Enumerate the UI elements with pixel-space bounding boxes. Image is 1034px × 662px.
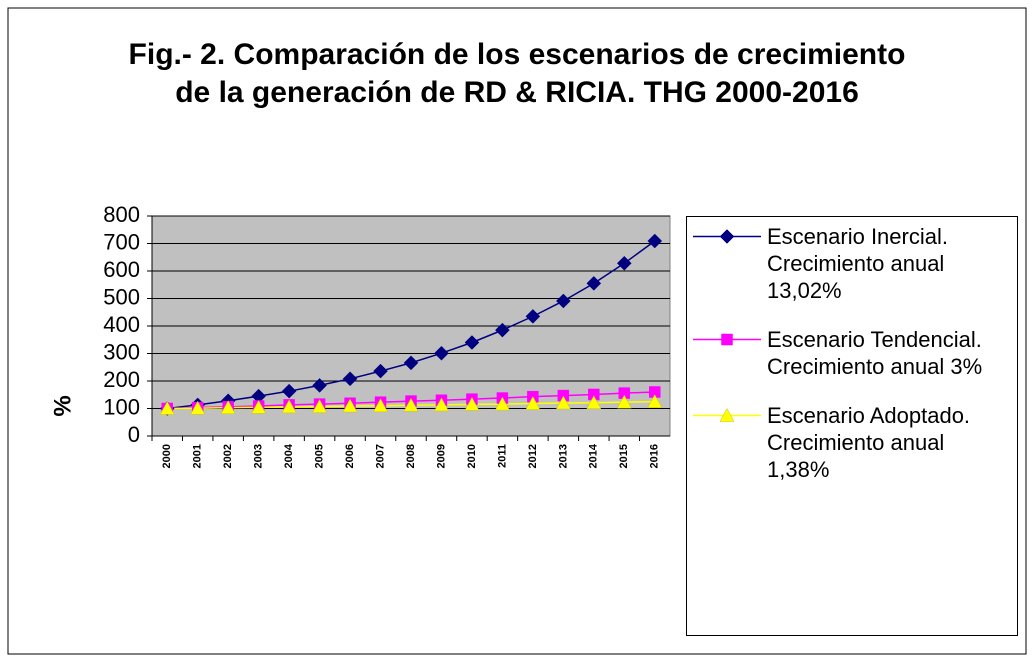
- y-tick-label: 800: [103, 202, 140, 227]
- legend-swatch: [693, 407, 761, 422]
- legend-entry: Escenario Adoptado. Crecimiento anual 1,…: [687, 402, 1017, 483]
- marker: [719, 407, 735, 422]
- y-tick-label: 600: [103, 257, 140, 282]
- x-tick-label: 2009: [435, 444, 447, 468]
- x-tick-label: 2012: [527, 444, 539, 468]
- x-tick-label: 2007: [374, 444, 386, 468]
- y-tick-label: 200: [103, 367, 140, 392]
- marker: [464, 335, 480, 350]
- marker: [586, 276, 602, 291]
- marker: [588, 388, 600, 401]
- x-tick-label: 2015: [618, 444, 630, 468]
- legend-label: Escenario Adoptado. Crecimiento anual 1,…: [767, 403, 971, 482]
- x-tick-label: 2010: [466, 444, 478, 468]
- marker: [616, 255, 632, 271]
- marker: [586, 395, 602, 409]
- legend-label: Escenario Tendencial. Crecimiento anual …: [767, 327, 983, 379]
- x-tick-label: 2016: [649, 444, 661, 468]
- x-tick-label: 2001: [192, 444, 204, 468]
- y-tick-label: 100: [103, 394, 140, 419]
- marker: [312, 399, 328, 413]
- y-axis-label: %: [49, 395, 76, 416]
- x-tick-label: 2014: [588, 443, 600, 468]
- y-tick-label: 700: [103, 229, 140, 254]
- marker: [281, 399, 297, 414]
- y-tick-label: 300: [103, 339, 140, 364]
- marker: [220, 400, 236, 414]
- x-tick-label: 2003: [253, 444, 265, 468]
- marker: [251, 399, 267, 414]
- marker: [342, 371, 358, 387]
- legend: Escenario Inercial. Crecimiento anual 13…: [686, 216, 1018, 636]
- marker: [403, 355, 419, 371]
- marker: [618, 387, 631, 399]
- x-tick-label: 2004: [283, 443, 295, 468]
- marker: [525, 396, 541, 410]
- marker: [649, 386, 661, 398]
- marker: [494, 396, 510, 411]
- marker: [495, 322, 510, 338]
- marker: [616, 394, 632, 409]
- marker: [373, 398, 388, 412]
- marker: [719, 229, 735, 244]
- marker: [721, 333, 733, 346]
- marker: [281, 383, 297, 399]
- marker: [190, 400, 206, 415]
- marker: [159, 400, 175, 415]
- y-tick-label: 0: [128, 422, 140, 447]
- x-tick-label: 2000: [161, 444, 173, 468]
- marker: [647, 233, 663, 249]
- legend-swatch: [693, 229, 761, 244]
- x-tick-label: 2008: [405, 444, 417, 468]
- x-tick-label: 2011: [496, 444, 508, 468]
- marker: [555, 293, 571, 309]
- legend-entry: Escenario Inercial. Crecimiento anual 13…: [687, 223, 1017, 304]
- marker: [342, 398, 358, 413]
- marker: [464, 396, 480, 411]
- x-tick-label: 2002: [222, 444, 234, 468]
- y-tick-label: 500: [103, 284, 140, 309]
- chart-title: Fig.- 2. Comparación de los escenarios d…: [128, 38, 906, 109]
- marker: [373, 363, 388, 379]
- marker: [525, 309, 541, 324]
- y-tick-label: 400: [103, 312, 140, 337]
- legend-label: Escenario Inercial. Crecimiento anual 13…: [767, 224, 948, 303]
- marker: [555, 395, 571, 410]
- marker: [647, 394, 663, 408]
- marker: [434, 397, 449, 412]
- x-tick-label: 2006: [344, 444, 356, 468]
- marker: [312, 378, 327, 393]
- legend-entry: Escenario Tendencial. Crecimiento anual …: [687, 326, 1017, 380]
- legend-swatch: [693, 333, 761, 346]
- x-tick-label: 2013: [557, 444, 569, 468]
- marker: [403, 397, 419, 412]
- x-tick-label: 2005: [313, 444, 325, 468]
- marker: [434, 345, 449, 361]
